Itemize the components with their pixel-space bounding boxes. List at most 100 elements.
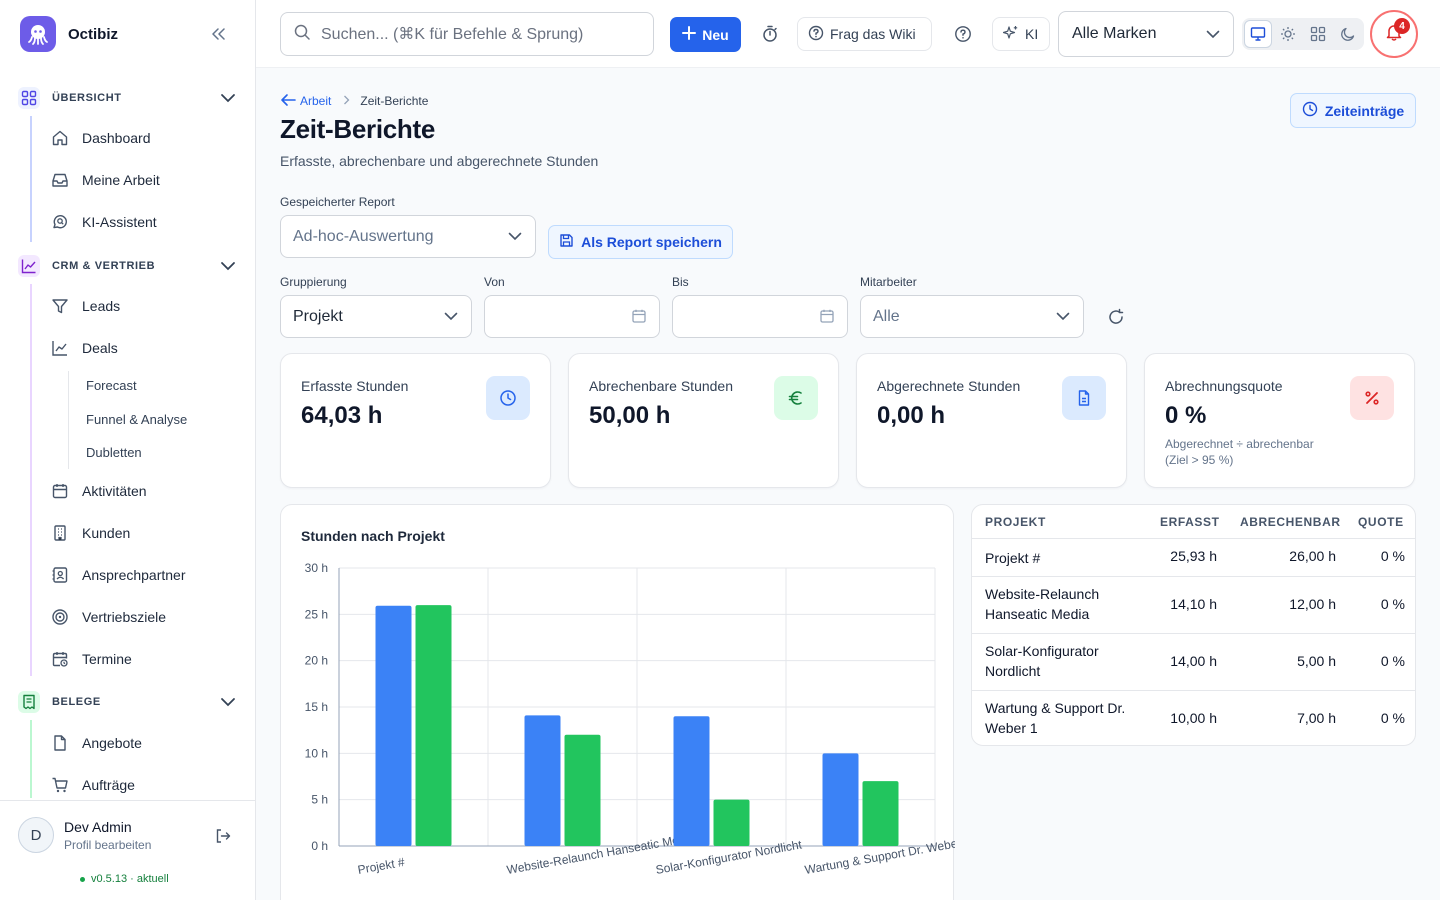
to-date-input[interactable]	[672, 295, 848, 338]
sparkle-icon	[1002, 25, 1019, 44]
search-input[interactable]: Suchen... (⌘K für Befehle & Sprung)	[280, 12, 654, 56]
chart-bar	[564, 734, 601, 846]
section-belege[interactable]: BELEGE	[18, 690, 240, 714]
cell-project: Website-Relaunch Hanseatic Media	[985, 586, 1100, 622]
status-dot	[80, 876, 85, 882]
sidebar-item-termine[interactable]: Termine	[50, 642, 240, 676]
sidebar-item-dashboard[interactable]: Dashboard	[50, 121, 240, 155]
sidebar-item-label: Aktivitäten	[82, 483, 147, 499]
avatar[interactable]: D	[18, 817, 54, 853]
section-line	[30, 720, 32, 798]
target-icon	[50, 607, 70, 627]
ask-wiki-label: Frag das Wiki	[830, 26, 916, 42]
breadcrumb-back-link[interactable]: Arbeit	[280, 93, 331, 110]
sidebar-item-ki-assistent[interactable]: KI-Assistent	[50, 205, 240, 239]
column-header-tracked[interactable]: ERFASST	[1160, 515, 1220, 529]
cell-project: Solar-Konfigurator Nordlicht	[985, 643, 1099, 679]
cell-quote: 0 %	[1380, 653, 1405, 669]
ai-button[interactable]: KI	[992, 17, 1050, 51]
section-line	[30, 116, 32, 242]
time-entries-label: Zeiteinträge	[1324, 102, 1405, 119]
calendar-icon[interactable]	[631, 308, 647, 329]
kpi-title: Abrechenbare Stunden	[589, 378, 733, 394]
section-uebersicht[interactable]: ÜBERSICHT	[18, 86, 240, 110]
sidebar-subitem-funnel-analyse[interactable]: Funnel & Analyse	[86, 411, 188, 427]
column-header-project[interactable]: PROJEKT	[985, 515, 1046, 529]
notifications-button[interactable]: 4	[1370, 10, 1418, 58]
moon-icon[interactable]	[1334, 20, 1362, 48]
refresh-icon[interactable]	[1104, 305, 1128, 329]
sidebar-item-meine-arbeit[interactable]: Meine Arbeit	[50, 163, 240, 197]
chevron-down-icon[interactable]	[218, 692, 238, 712]
sidebar-subitem-dubletten[interactable]: Dubletten	[86, 444, 142, 460]
sidebar-item-aktivitaeten[interactable]: Aktivitäten	[50, 474, 240, 508]
sun-icon[interactable]	[1274, 20, 1302, 48]
version-info: v0.5.13 · aktuell	[80, 873, 169, 885]
sidebar-item-vertriebsziele[interactable]: Vertriebsziele	[50, 600, 240, 634]
layout-grid-icon[interactable]	[1304, 20, 1332, 48]
receipt-icon	[18, 691, 40, 713]
new-button[interactable]: Neu	[670, 17, 741, 52]
sidebar-item-label: Leads	[82, 298, 121, 314]
sidebar-item-kunden[interactable]: Kunden	[50, 516, 240, 550]
sidebar-item-angebote[interactable]: Angebote	[50, 726, 240, 760]
top-bar: Suchen... (⌘K für Befehle & Sprung) Neu …	[256, 0, 1440, 68]
filter-icon	[50, 296, 70, 316]
cell-tracked: 14,10 h	[1170, 596, 1217, 612]
user-name[interactable]: Dev Admin	[64, 819, 132, 835]
chevron-down-icon[interactable]	[218, 88, 238, 108]
brand-filter-select[interactable]: Alle Marken	[1058, 11, 1234, 57]
section-crm-vertrieb[interactable]: CRM & VERTRIEB	[18, 254, 240, 278]
y-tick-label: 20 h	[305, 654, 328, 668]
sidebar-item-auftraege[interactable]: Aufträge	[50, 768, 240, 798]
logout-icon[interactable]	[212, 825, 234, 847]
section-label: CRM & VERTRIEB	[52, 260, 156, 272]
cell-project: Wartung & Support Dr. Weber 1	[985, 700, 1126, 736]
cell-quote: 0 %	[1380, 548, 1405, 564]
monitor-icon[interactable]	[1244, 20, 1272, 48]
calendar-icon[interactable]	[819, 308, 835, 329]
help-icon[interactable]	[951, 22, 975, 46]
sidebar-subitem-forecast[interactable]: Forecast	[86, 377, 137, 393]
column-header-quote[interactable]: QUOTE	[1358, 515, 1404, 529]
edit-profile-link[interactable]: Profil bearbeiten	[64, 838, 152, 852]
y-tick-label: 0 h	[311, 839, 328, 853]
column-header-billable[interactable]: ABRECHENBAR	[1240, 515, 1341, 529]
clock-icon	[486, 376, 530, 420]
page-title: Zeit-Berichte	[280, 114, 436, 144]
brand[interactable]: Octibiz	[20, 16, 118, 52]
from-date-input[interactable]	[484, 295, 660, 338]
table-row[interactable]: Projekt # 25,93 h 26,00 h 0 %	[972, 539, 1415, 577]
time-entries-button[interactable]: Zeiteinträge	[1290, 93, 1416, 128]
from-date-label: Von	[484, 275, 505, 289]
sidebar-item-ansprechpartner[interactable]: Ansprechpartner	[50, 558, 240, 592]
save-icon	[559, 233, 574, 251]
chart-bar	[713, 799, 750, 846]
kpi-title: Erfasste Stunden	[301, 378, 409, 394]
section-label: ÜBERSICHT	[52, 92, 122, 104]
table-row[interactable]: Wartung & Support Dr. Weber 1 10,00 h 7,…	[972, 691, 1415, 745]
save-report-button[interactable]: Als Report speichern	[548, 225, 733, 259]
chevron-down-icon	[1205, 26, 1221, 47]
document-icon	[50, 733, 70, 753]
saved-report-select[interactable]: Ad-hoc-Auswertung	[280, 215, 536, 258]
stopwatch-icon[interactable]	[758, 22, 782, 46]
employee-select[interactable]: Alle	[860, 295, 1084, 338]
table-row[interactable]: Solar-Konfigurator Nordlicht 14,00 h 5,0…	[972, 634, 1415, 691]
ask-wiki-button[interactable]: Frag das Wiki	[797, 17, 932, 51]
grid-icon	[18, 87, 40, 109]
home-icon	[50, 128, 70, 148]
breadcrumb-parent: Arbeit	[300, 94, 332, 108]
sidebar-item-leads[interactable]: Leads	[50, 289, 240, 323]
cell-billable: 26,00 h	[1289, 548, 1336, 564]
kpi-value: 0 %	[1165, 402, 1207, 429]
grouping-select[interactable]: Projekt	[280, 295, 472, 338]
table-row[interactable]: Website-Relaunch Hanseatic Media 14,10 h…	[972, 577, 1415, 634]
document-icon	[1062, 376, 1106, 420]
sidebar-item-deals[interactable]: Deals	[50, 331, 240, 365]
cell-billable: 5,00 h	[1297, 653, 1336, 669]
collapse-sidebar-icon[interactable]	[208, 24, 230, 44]
chevron-down-icon[interactable]	[218, 256, 238, 276]
chart-line-icon	[18, 255, 40, 277]
